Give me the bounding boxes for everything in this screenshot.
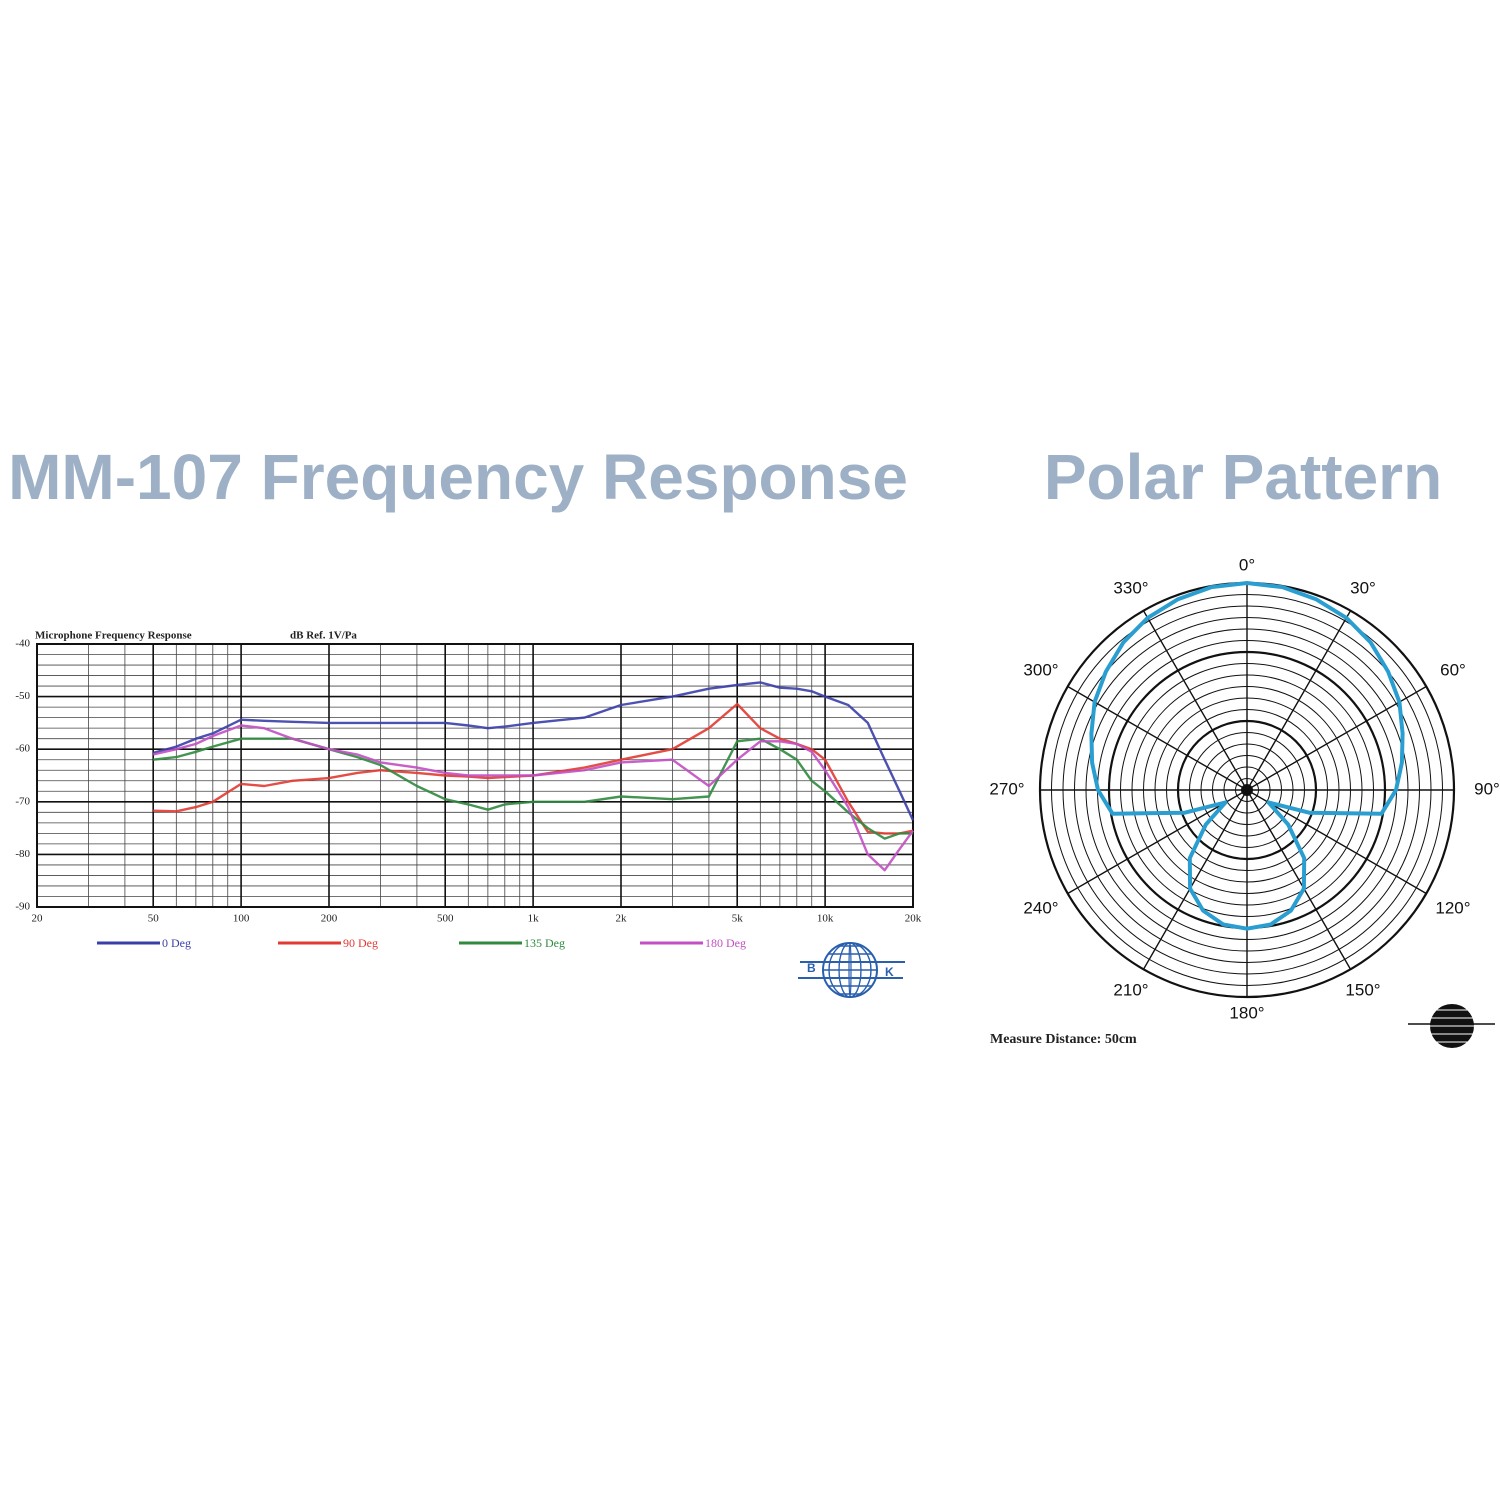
- logo: [1408, 1004, 1495, 1048]
- y-tick-label: -50: [15, 690, 30, 702]
- y-tick-label: -80: [15, 848, 30, 860]
- polar-spoke: [1246, 685, 1427, 791]
- series-line: [153, 737, 913, 840]
- y-tick-label: -60: [15, 743, 30, 755]
- x-tick-label: 50: [148, 913, 160, 925]
- angle-label: 120°: [1435, 898, 1470, 917]
- annotation: Measure Distance: 50cm: [990, 1032, 1137, 1047]
- x-tick-label: 500: [437, 913, 454, 925]
- angle-label: 180°: [1229, 1003, 1264, 1022]
- polar-spoke: [1246, 789, 1427, 895]
- legend-label: 135 Deg: [524, 936, 565, 950]
- logo-text: K: [885, 965, 894, 979]
- polar-spoke: [1067, 789, 1248, 895]
- angle-label: 30°: [1350, 579, 1376, 598]
- angle-label: 210°: [1113, 980, 1148, 999]
- angle-label: 90°: [1474, 779, 1500, 798]
- y-tick-label: -90: [15, 901, 30, 913]
- legend-label: 180 Deg: [705, 936, 746, 950]
- x-tick-label: 10k: [817, 913, 834, 925]
- plot-frame: [36, 643, 914, 908]
- angle-label: 330°: [1113, 579, 1148, 598]
- x-tick-label: 20k: [905, 913, 922, 925]
- polar-spoke: [1067, 685, 1248, 791]
- angle-label: 240°: [1023, 898, 1058, 917]
- polar-spoke: [1246, 789, 1352, 970]
- angle-label: 60°: [1440, 661, 1466, 680]
- legend-label: 0 Deg: [162, 936, 191, 950]
- series-line: [152, 724, 914, 872]
- x-tick-label: 5k: [732, 913, 744, 925]
- x-tick-label: 100: [233, 913, 250, 925]
- x-tick-label: 1k: [528, 913, 540, 925]
- logo-text: B: [807, 961, 816, 975]
- polar-pattern: [1089, 581, 1405, 931]
- y-tick-label: -40: [15, 638, 30, 650]
- angle-label: 150°: [1345, 980, 1380, 999]
- x-tick-label: 2k: [616, 913, 628, 925]
- polar-spoke: [1246, 610, 1352, 791]
- legend-label: 90 Deg: [343, 936, 378, 950]
- polar-spoke: [1142, 789, 1248, 970]
- y-tick-label: -70: [15, 795, 30, 807]
- x-tick-label: 200: [321, 913, 338, 925]
- angle-label: 270°: [989, 779, 1024, 798]
- y-axis-label: dB Ref. 1V/Pa: [290, 630, 357, 642]
- logo-line: [828, 942, 872, 998]
- angle-label: 0°: [1239, 555, 1255, 574]
- polar-spoke: [1142, 610, 1248, 791]
- chart-title: Polar Pattern: [1044, 441, 1442, 513]
- chart-subtitle: Microphone Frequency Response: [35, 630, 192, 642]
- x-tick-label: 20: [32, 913, 44, 925]
- series-line: [152, 681, 915, 821]
- angle-label: 300°: [1023, 661, 1058, 680]
- chart-title: MM-107 Frequency Response: [8, 441, 908, 513]
